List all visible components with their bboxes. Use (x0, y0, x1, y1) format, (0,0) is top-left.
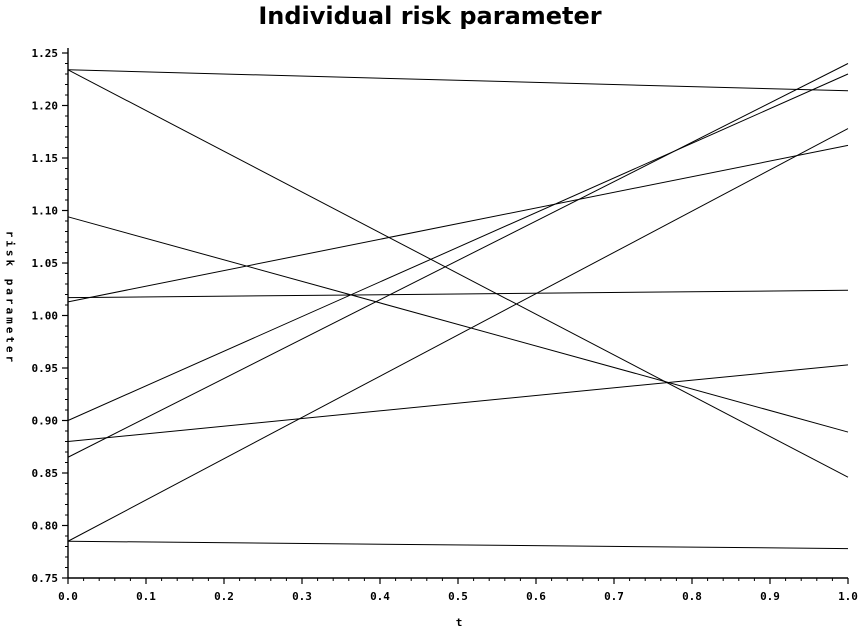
y-axis-label-char: p (4, 279, 17, 286)
series-line (67, 144, 849, 303)
x-tick-label: 0.9 (760, 590, 780, 603)
y-tick-label: 1.10 (32, 205, 59, 218)
tick-layer: 0.75 0.80 0.85 0.90 0.95 1.00 1.05 1.10 1.15 1.20… (32, 47, 858, 603)
y-tick-label: 1.20 (32, 100, 59, 113)
y-axis-label-char: k (4, 259, 17, 266)
y-tick-label: 1.25 (32, 47, 59, 60)
y-axis-label-char: m (4, 317, 17, 324)
y-tick-label: 0.85 (32, 467, 59, 480)
y-axis-label-char: r (4, 355, 17, 362)
series-line (67, 289, 849, 299)
y-tick-label: 0.75 (32, 572, 59, 585)
x-tick-label: 0.4 (370, 590, 390, 603)
y-axis-label-char: a (4, 288, 17, 295)
y-tick-label: 1.15 (32, 152, 59, 165)
y-tick-label: 0.80 (32, 520, 59, 533)
series-line (67, 63, 849, 458)
x-tick-label: 0.6 (526, 590, 546, 603)
x-tick-label: 0.3 (292, 590, 312, 603)
y-axis-label-char: a (4, 307, 17, 314)
series-line (67, 73, 849, 421)
y-axis-label-char: e (4, 346, 17, 353)
x-tick-label: 0.0 (58, 590, 78, 603)
axis-layer (67, 48, 848, 579)
y-tick-label: 1.00 (32, 310, 59, 323)
y-axis-label-char: s (3, 250, 16, 257)
y-axis-label-char: i (4, 240, 17, 247)
x-axis-label: t (456, 616, 463, 629)
x-tick-label: 0.5 (448, 590, 468, 603)
series-layer (67, 63, 849, 550)
x-tick-label: 0.2 (214, 590, 234, 603)
x-tick-label: 0.1 (136, 590, 156, 603)
y-tick-label: 0.95 (32, 362, 59, 375)
x-tick-label: 1.0 (838, 590, 858, 603)
series-line (67, 216, 849, 433)
chart-title: Individual risk parameter (258, 2, 601, 30)
series-line (67, 128, 849, 542)
y-axis-label-char: e (4, 327, 17, 334)
y-tick-label: 1.05 (32, 257, 59, 270)
series-line (67, 69, 849, 92)
y-tick-label: 0.90 (32, 415, 59, 428)
series-line (67, 69, 849, 478)
y-axis-label-char: t (4, 336, 17, 343)
x-tick-label: 0.7 (604, 590, 624, 603)
series-line (67, 364, 849, 442)
y-axis-label-char: r (4, 231, 17, 238)
x-tick-label: 0.8 (682, 590, 702, 603)
y-axis-label-char: r (4, 298, 17, 305)
series-line (67, 540, 849, 550)
